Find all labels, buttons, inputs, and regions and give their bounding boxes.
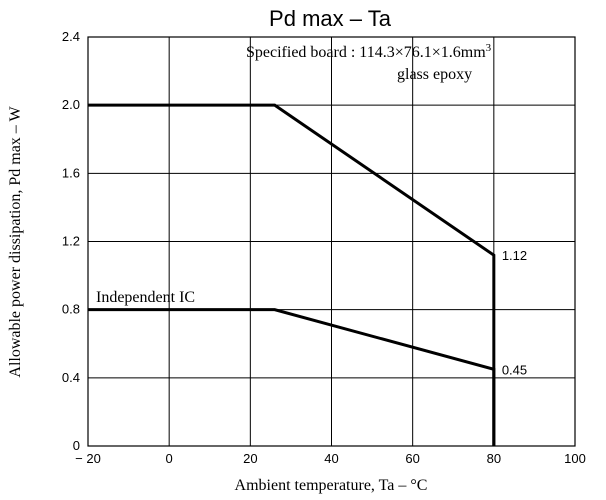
y-tick-label: 2.4 — [62, 29, 80, 44]
y-tick-label: 0.8 — [62, 302, 80, 317]
x-tick-label: 80 — [487, 451, 501, 466]
x-tick-label: 0 — [166, 451, 173, 466]
y-tick-label: 1.6 — [62, 165, 80, 180]
data-label: 0.45 — [502, 362, 527, 377]
x-tick-label: 60 — [405, 451, 419, 466]
independent-ic-annotation: Independent IC — [96, 289, 195, 306]
chart-title: Pd max – Ta — [269, 6, 392, 31]
y-tick-label: 2.0 — [62, 97, 80, 112]
x-tick-label: − 20 — [75, 451, 101, 466]
plot-frame — [87, 36, 576, 447]
glass-epoxy-annotation: glass epoxy — [397, 66, 472, 83]
x-axis-label: Ambient temperature, Ta – °C — [235, 477, 428, 494]
specified-board-line — [88, 103, 496, 446]
board-spec-annotation: Specified board : 114.3×76.1×1.6mm3 — [246, 42, 492, 61]
y-axis-label: Allowable power dissipation, Pd max – W — [7, 105, 24, 377]
series-layer — [88, 103, 496, 446]
data-label: 1.12 — [502, 248, 527, 263]
y-tick-label: 0.4 — [62, 370, 80, 385]
x-tick-label: 40 — [324, 451, 338, 466]
independent-ic-line — [88, 308, 496, 446]
y-tick-label: 1.2 — [62, 234, 80, 249]
data-labels: 1.12 0.45 — [502, 248, 527, 377]
x-tick-label: 20 — [243, 451, 257, 466]
x-tick-label: 100 — [564, 451, 586, 466]
grid-layer — [87, 36, 576, 447]
board-spec-text: Specified board : 114.3×76.1×1.6mm — [246, 44, 486, 61]
board-spec-superscript: 3 — [486, 42, 492, 54]
y-tick-label: 0 — [73, 438, 80, 453]
